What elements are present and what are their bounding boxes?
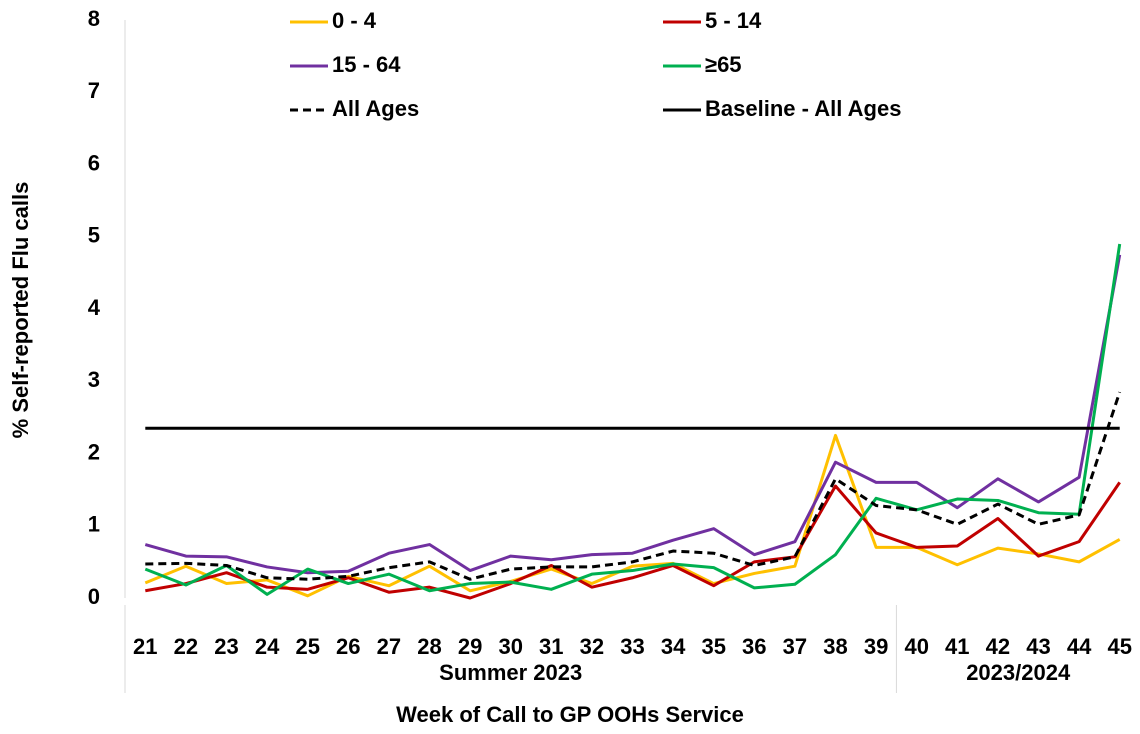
x-tick-label: 37 [783,634,807,659]
series-line [144,254,1122,575]
series-line [144,243,1122,596]
series-line [145,481,1121,600]
y-tick-label: 5 [88,223,100,248]
series-line [144,433,1121,598]
y-tick-label: 4 [88,295,101,320]
x-tick-label: 43 [1026,634,1050,659]
x-tick-label: 38 [823,634,847,659]
x-axis-title: Week of Call to GP OOHs Service [396,702,744,727]
legend-label: 5 - 14 [705,8,762,33]
x-tick-label: 24 [255,634,280,659]
x-tick-label: 23 [214,634,238,659]
x-tick-label: 40 [904,634,928,659]
x-tick-label: 29 [458,634,482,659]
x-tick-label: 42 [986,634,1010,659]
group-label: Summer 2023 [439,660,582,685]
x-tick-label: 41 [945,634,969,659]
x-tick-label: 27 [377,634,401,659]
legend-label: All Ages [332,96,419,121]
x-tick-label: 26 [336,634,360,659]
legend-label: ≥65 [705,52,742,77]
x-tick-label: 28 [417,634,441,659]
x-tick-label: 25 [295,634,319,659]
x-tick-label: 45 [1107,634,1131,659]
x-tick-label: 22 [174,634,198,659]
x-tick-label: 36 [742,634,766,659]
x-tick-label: 30 [498,634,522,659]
y-axis-title: % Self-reported Flu calls [8,182,33,439]
y-tick-label: 0 [88,584,100,609]
x-tick-label: 33 [620,634,644,659]
series-line [145,391,1122,581]
y-tick-label: 3 [88,367,100,392]
x-tick-label: 31 [539,634,563,659]
x-tick-label: 44 [1067,634,1092,659]
legend-label: Baseline - All Ages [705,96,901,121]
legend-label: 0 - 4 [332,8,377,33]
x-tick-label: 35 [701,634,725,659]
legend-label: 15 - 64 [332,52,401,77]
y-tick-label: 2 [88,439,100,464]
x-tick-label: 32 [580,634,604,659]
x-tick-label: 21 [133,634,157,659]
group-label: 2023/2024 [966,660,1071,685]
y-tick-label: 8 [88,6,100,31]
y-tick-label: 6 [88,150,100,175]
x-tick-label: 34 [661,634,686,659]
y-tick-label: 7 [88,78,100,103]
x-tick-label: 39 [864,634,888,659]
y-tick-label: 1 [88,512,100,537]
